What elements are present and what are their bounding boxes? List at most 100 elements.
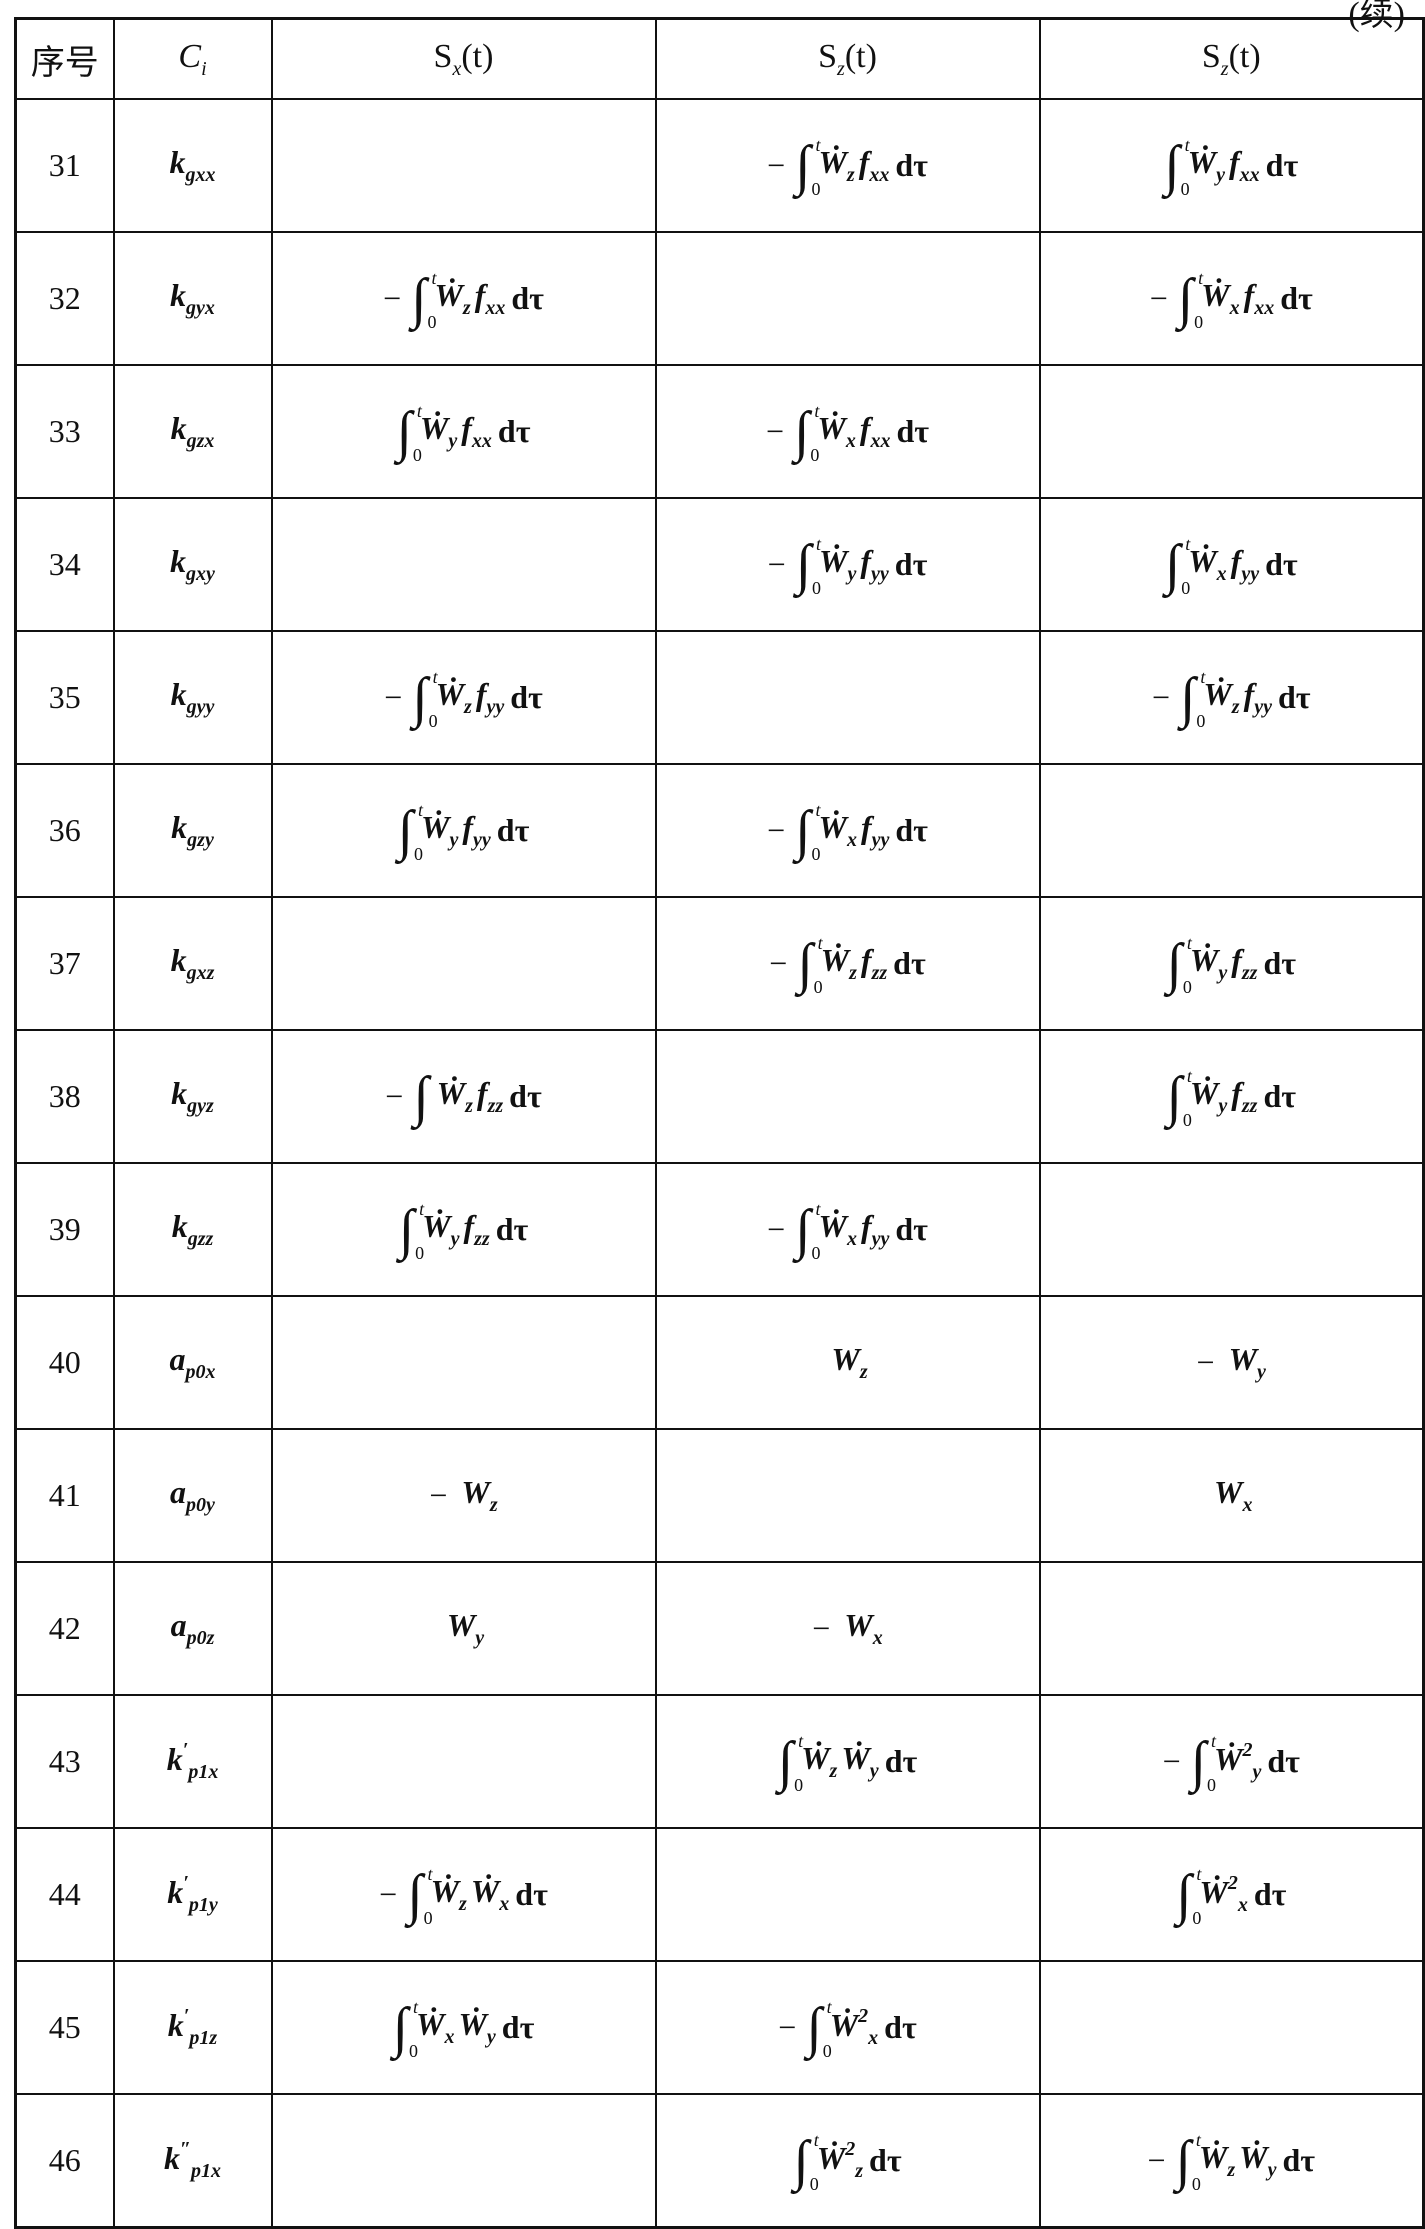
- differential: dτ: [895, 812, 928, 848]
- upper-limit: t: [815, 134, 821, 155]
- formula-term: Ẇz: [437, 1075, 473, 1118]
- symbol-sub: zz: [871, 962, 888, 984]
- upper-limit: t: [815, 1198, 821, 1219]
- cell-col-3: − ∫ t 0 Ẇx fxx dτ: [1038, 231, 1425, 366]
- row-index: 36: [14, 763, 115, 898]
- symbol-sub: z: [459, 1893, 467, 1915]
- lower-limit: 0: [809, 2173, 819, 2194]
- header-col-3: Sz(t): [1038, 17, 1425, 100]
- formula: ∫ t 0 Ẇ2z dτ: [793, 2131, 901, 2193]
- cell-col-2: ∫ t 0 Ẇ2z dτ: [654, 2093, 1041, 2229]
- cell-col-2: [654, 1428, 1041, 1563]
- differential: dτ: [884, 2009, 917, 2045]
- coef-symbol: kgzz: [172, 1208, 214, 1250]
- symbol-sub: p0y: [186, 1494, 215, 1516]
- row-coefficient: kgyx: [112, 231, 273, 366]
- cell-col-2: Wz: [654, 1295, 1041, 1430]
- symbol-base: f: [860, 543, 872, 579]
- upper-limit: t: [1186, 1065, 1192, 1086]
- symbol-base: Ẇ: [818, 1208, 847, 1244]
- integral-sign: ∫ t 0: [797, 932, 823, 997]
- minus-sign: −: [778, 2009, 797, 2045]
- formula-term: fyy: [1244, 676, 1272, 719]
- symbol-sub: y: [1267, 2159, 1277, 2181]
- differential: dτ: [497, 413, 531, 449]
- coef-symbol: kgyz: [171, 1075, 214, 1117]
- formula: − ∫ t 0 Ẇx fyy dτ: [767, 1198, 928, 1262]
- row-coefficient: kgzz: [112, 1162, 273, 1297]
- formula-term: Wy: [1229, 1341, 1266, 1384]
- symbol-base: k: [163, 2140, 180, 2176]
- symbol-base: Ẇ: [1239, 2139, 1268, 2175]
- formula: Wx: [1210, 1474, 1252, 1517]
- cell-col-1: ∫ t 0 Ẇx Ẇy dτ: [270, 1960, 657, 2095]
- cell-col-3: − Wy: [1038, 1295, 1425, 1430]
- symbol-sub: zz: [474, 1228, 490, 1250]
- formula-term: Ẇx: [416, 2006, 454, 2049]
- row-index: 44: [14, 1827, 115, 1962]
- symbol-sup: ″: [179, 2138, 192, 2160]
- cell-col-3: [1038, 1561, 1425, 1696]
- symbol-base: S: [1201, 37, 1221, 75]
- symbol-sub: x: [444, 2026, 455, 2048]
- symbol-sub: xx: [1239, 164, 1260, 186]
- symbol-sub: gxy: [186, 563, 215, 585]
- lower-limit: 0: [1192, 1907, 1202, 1928]
- cell-col-1: [270, 497, 657, 632]
- symbol-base: k: [171, 1075, 188, 1111]
- integral-sign: ∫ t 0: [407, 1863, 433, 1928]
- lower-limit: 0: [794, 1774, 804, 1795]
- symbol-base: Ẇ: [1201, 277, 1230, 313]
- column-symbol: Sz(t): [818, 38, 877, 80]
- formula-term: fzz: [477, 1075, 503, 1118]
- formula-term: Ẇ2y: [1214, 1739, 1261, 1784]
- symbol-base: k: [166, 1741, 183, 1777]
- formula-term: Ẇ2x: [830, 2005, 878, 2050]
- symbol-base: Ẇ: [1203, 676, 1232, 712]
- formula-term: fzz: [861, 942, 887, 985]
- cell-col-2: [654, 1827, 1041, 1962]
- lower-limit: 0: [811, 178, 821, 199]
- symbol-base: Ẇ: [819, 543, 848, 579]
- formula-term: Ẇ2z: [817, 2138, 863, 2183]
- symbol-sub: p0x: [185, 1361, 216, 1383]
- row-index: 42: [14, 1561, 115, 1696]
- symbol-base: W: [446, 1607, 476, 1643]
- symbol-base: k: [170, 277, 187, 313]
- upper-limit: t: [418, 799, 424, 820]
- upper-limit: t: [1186, 932, 1192, 953]
- formula: − ∫ t 0 Ẇx fxx dτ: [1150, 269, 1313, 331]
- formula: − ∫ t 0 Ẇx fyy dτ: [767, 801, 928, 863]
- table-row: 44 k′p1y − ∫ t 0 Ẇz Ẇx dτ ∫ t 0 Ẇ2x dτ: [14, 1827, 1425, 1962]
- table-row: 41 ap0y − Wz Wx: [14, 1428, 1425, 1563]
- row-coefficient: ap0y: [112, 1428, 273, 1563]
- integral-sign: ∫ t 0: [412, 666, 438, 731]
- symbol-sub: z: [829, 1760, 838, 1782]
- symbol-base: Ẇ: [1188, 543, 1217, 579]
- formula-term: Ẇx: [1201, 277, 1239, 320]
- integral-sign: ∫ t 0: [1179, 666, 1206, 731]
- formula: ∫ t 0 Ẇy fzz dτ: [1167, 1065, 1296, 1129]
- symbol-sub: z: [465, 1095, 473, 1117]
- upper-limit: t: [412, 1996, 418, 2017]
- cell-col-2: − Wx: [654, 1561, 1041, 1696]
- formula: − ∫ Ẇz fzz dτ: [385, 1069, 541, 1125]
- minus-sign: −: [379, 1876, 398, 1912]
- table-row: 39 kgzz ∫ t 0 Ẇy fzz dτ − ∫ t 0 Ẇx fyy dτ: [14, 1162, 1425, 1297]
- differential: dτ: [496, 812, 530, 848]
- symbol-sub: x: [872, 1627, 883, 1649]
- differential: dτ: [495, 1211, 529, 1247]
- symbol-sub: yy: [871, 563, 889, 585]
- formula-term: Ẇy: [841, 1740, 878, 1783]
- cell-col-3: [1038, 364, 1425, 499]
- row-coefficient: kgxx: [112, 98, 273, 233]
- lower-limit: 0: [415, 1242, 425, 1263]
- symbol-base: Ẇ: [430, 1873, 460, 1909]
- cell-col-1: − ∫ Ẇz fzz dτ: [270, 1029, 657, 1164]
- cell-col-2: [654, 1029, 1041, 1164]
- formula: Wz: [827, 1341, 867, 1384]
- formula-term: fyy: [861, 809, 889, 852]
- integral-sign: ∫ t 0: [1176, 1863, 1202, 1928]
- formula-term: Ẇx: [817, 410, 855, 453]
- coef-symbol: k′p1z: [168, 2005, 217, 2049]
